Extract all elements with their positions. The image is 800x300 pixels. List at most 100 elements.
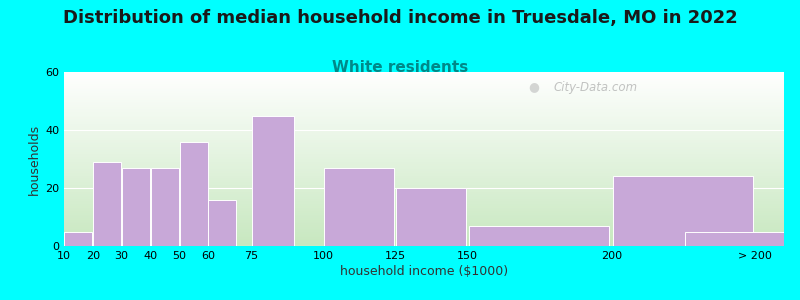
Bar xyxy=(64,159,784,161)
Bar xyxy=(64,224,784,225)
Bar xyxy=(64,220,784,222)
Bar xyxy=(252,116,294,246)
Bar xyxy=(64,194,784,196)
Bar xyxy=(64,163,784,164)
Bar xyxy=(64,143,784,145)
Bar xyxy=(64,169,784,171)
Bar xyxy=(64,208,784,209)
Bar xyxy=(180,142,207,246)
Bar xyxy=(64,100,784,102)
Bar xyxy=(64,171,784,173)
Bar xyxy=(64,209,784,211)
Bar xyxy=(64,74,784,76)
Bar xyxy=(64,185,784,187)
Bar xyxy=(64,232,784,234)
Bar xyxy=(64,147,784,148)
Bar xyxy=(64,79,784,81)
Bar xyxy=(64,196,784,197)
Bar xyxy=(64,229,784,230)
Bar xyxy=(64,107,784,109)
Bar xyxy=(151,168,178,246)
Bar xyxy=(64,234,784,236)
Bar xyxy=(64,175,784,176)
Text: White residents: White residents xyxy=(332,60,468,75)
Bar xyxy=(64,222,784,224)
Bar xyxy=(64,230,784,232)
Bar xyxy=(64,244,784,246)
Bar xyxy=(64,77,784,79)
Bar xyxy=(64,204,784,206)
Bar xyxy=(64,215,784,216)
Bar xyxy=(686,232,800,246)
Bar xyxy=(64,161,784,163)
Bar xyxy=(64,84,784,86)
Bar xyxy=(64,218,784,220)
Bar xyxy=(64,242,784,244)
Bar xyxy=(64,117,784,119)
Bar xyxy=(64,94,784,96)
Y-axis label: households: households xyxy=(28,123,41,195)
Bar xyxy=(64,126,784,128)
Bar xyxy=(64,225,784,227)
Bar xyxy=(64,119,784,121)
Bar xyxy=(64,142,784,143)
Bar xyxy=(64,76,784,77)
Bar xyxy=(64,239,784,241)
Bar xyxy=(64,189,784,190)
Bar xyxy=(64,72,784,74)
Bar xyxy=(64,128,784,129)
X-axis label: household income ($1000): household income ($1000) xyxy=(340,265,508,278)
Bar xyxy=(64,199,784,201)
Bar xyxy=(64,114,784,116)
Bar xyxy=(64,112,784,114)
Bar xyxy=(64,124,784,126)
Bar xyxy=(64,140,784,142)
Bar xyxy=(64,93,784,94)
Bar xyxy=(64,180,784,182)
Bar xyxy=(64,211,784,213)
Bar xyxy=(64,103,784,105)
Bar xyxy=(64,135,784,137)
Bar xyxy=(64,96,784,98)
Bar xyxy=(64,168,784,169)
Text: City-Data.com: City-Data.com xyxy=(554,81,638,94)
Bar xyxy=(64,190,784,192)
Bar xyxy=(64,102,784,103)
Bar xyxy=(396,188,466,246)
Bar xyxy=(64,145,784,147)
Bar xyxy=(64,89,784,91)
Bar xyxy=(64,131,784,133)
Bar xyxy=(94,162,121,246)
Bar xyxy=(64,122,784,124)
Bar xyxy=(209,200,236,246)
Bar xyxy=(64,183,784,185)
Bar xyxy=(122,168,150,246)
Bar xyxy=(64,148,784,150)
Bar xyxy=(64,82,784,84)
Bar xyxy=(64,154,784,155)
Text: Distribution of median household income in Truesdale, MO in 2022: Distribution of median household income … xyxy=(62,9,738,27)
Bar xyxy=(64,201,784,203)
Bar xyxy=(614,176,753,246)
Bar xyxy=(64,98,784,100)
Bar xyxy=(64,164,784,166)
Bar xyxy=(64,86,784,88)
Bar xyxy=(64,237,784,239)
Bar xyxy=(64,206,784,208)
Bar xyxy=(64,187,784,189)
Bar xyxy=(64,202,784,204)
Bar xyxy=(64,213,784,215)
Bar xyxy=(64,173,784,175)
Bar xyxy=(64,192,784,194)
Bar xyxy=(64,150,784,152)
Bar xyxy=(64,227,784,229)
Bar xyxy=(64,116,784,117)
Bar xyxy=(64,197,784,199)
Bar xyxy=(64,121,784,122)
Bar xyxy=(64,105,784,107)
Bar xyxy=(64,241,784,242)
Bar xyxy=(64,138,784,140)
Bar xyxy=(65,232,92,246)
Text: ●: ● xyxy=(529,80,539,93)
Bar xyxy=(64,166,784,168)
